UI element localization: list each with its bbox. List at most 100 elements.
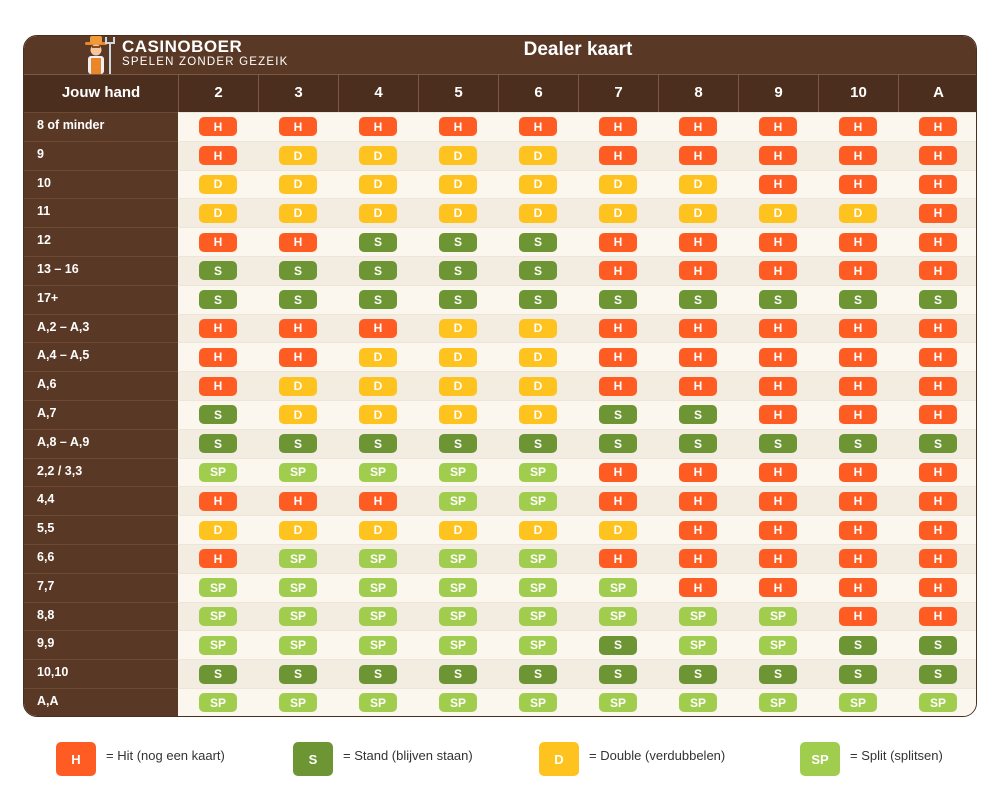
action-badge: H (919, 232, 957, 252)
legend-double-badge: D (539, 742, 579, 776)
action-badge: S (599, 664, 637, 684)
table-cell: SP (498, 572, 578, 602)
action-badge: S (359, 434, 397, 454)
table-cell: H (898, 313, 976, 343)
table-cell: D (658, 198, 738, 228)
table-cell: S (738, 659, 818, 688)
table-cell: H (898, 572, 976, 602)
table-cell: H (818, 169, 898, 199)
table-row: 11 D D D D D D D D D H (24, 198, 976, 228)
table-cell: S (818, 630, 898, 660)
dealer-card-header: 6 (498, 74, 578, 112)
action-badge: S (839, 664, 877, 684)
action-badge: D (279, 405, 317, 425)
table-cell: SP (738, 687, 818, 716)
table-row: 17+ S S S S S S S S S S (24, 284, 976, 314)
action-badge: D (279, 146, 317, 166)
hand-label: A,4 – A,5 (24, 342, 178, 372)
action-badge: S (679, 664, 717, 684)
table-cell: S (658, 399, 738, 429)
hand-label: 5,5 (24, 515, 178, 544)
table-cell: H (818, 313, 898, 343)
action-badge: D (359, 174, 397, 194)
table-cell: D (658, 169, 738, 199)
action-badge: H (919, 405, 957, 425)
table-cell: H (898, 399, 976, 429)
table-cell: H (898, 198, 976, 228)
action-badge: H (919, 376, 957, 396)
table-row: A,6 H D D D D H H H H H (24, 371, 976, 400)
action-badge: H (199, 491, 237, 511)
dealer-card-header: 9 (738, 74, 818, 112)
table-cell: H (818, 399, 898, 429)
action-badge: S (599, 290, 637, 310)
table-cell: D (498, 515, 578, 544)
table-cell: D (418, 399, 498, 429)
table-cell: D (338, 140, 418, 170)
table-cell: SP (418, 630, 498, 660)
table-cell: SP (498, 630, 578, 660)
table-cell: H (818, 140, 898, 170)
table-cell: H (178, 543, 258, 573)
table-cell: H (738, 227, 818, 256)
action-badge: SP (759, 693, 797, 713)
table-row: 9 H D D D D H H H H H (24, 140, 976, 170)
action-badge: SP (199, 693, 237, 713)
action-badge: D (359, 347, 397, 367)
hand-label: 8 of minder (24, 112, 178, 141)
action-badge: S (599, 635, 637, 655)
table-cell: S (338, 659, 418, 688)
action-badge: H (679, 146, 717, 166)
action-badge: H (839, 405, 877, 425)
table-cell: H (578, 371, 658, 400)
legend-stand-text: = Stand (blijven staan) (343, 748, 473, 763)
table-cell: SP (658, 630, 738, 660)
table-cell: S (338, 227, 418, 256)
table-cell: H (258, 313, 338, 343)
table-cell: S (578, 659, 658, 688)
casinoboer-logo: CASINOBOER SPELEN ZONDER GEZEIK (82, 36, 287, 74)
table-cell: D (418, 371, 498, 400)
table-cell: D (498, 169, 578, 199)
action-badge: H (839, 578, 877, 598)
table-cell: H (338, 112, 418, 141)
table-cell: H (738, 112, 818, 141)
table-cell: SP (338, 630, 418, 660)
action-badge: D (279, 520, 317, 540)
table-cell: SP (258, 543, 338, 573)
table-cell: SP (418, 601, 498, 631)
action-badge: SP (519, 462, 557, 482)
action-badge: S (919, 290, 957, 310)
hand-label: 4,4 (24, 486, 178, 516)
table-cell: D (578, 198, 658, 228)
table-cell: S (658, 659, 738, 688)
table-cell: SP (818, 687, 898, 716)
action-badge: SP (519, 635, 557, 655)
table-cell: S (418, 428, 498, 458)
action-badge: D (599, 520, 637, 540)
action-badge: D (519, 203, 557, 223)
dealer-card-header: 7 (578, 74, 658, 112)
hand-label: 10 (24, 169, 178, 199)
action-badge: H (839, 347, 877, 367)
table-cell: D (338, 198, 418, 228)
table-cell: D (418, 198, 498, 228)
action-badge: SP (199, 606, 237, 626)
action-badge: S (279, 664, 317, 684)
action-badge: S (439, 434, 477, 454)
table-cell: D (338, 399, 418, 429)
action-badge: D (359, 203, 397, 223)
action-badge: H (919, 174, 957, 194)
table-cell: SP (578, 572, 658, 602)
action-badge: S (519, 232, 557, 252)
table-cell: S (178, 255, 258, 285)
table-row: 6,6 H SP SP SP SP H H H H H (24, 543, 976, 573)
dealer-card-header: 5 (418, 74, 498, 112)
action-badge: H (919, 318, 957, 338)
action-badge: SP (519, 549, 557, 569)
table-cell: S (418, 227, 498, 256)
action-badge: H (679, 117, 717, 137)
table-cell: H (818, 457, 898, 487)
table-cell: H (818, 543, 898, 573)
table-cell: SP (738, 601, 818, 631)
